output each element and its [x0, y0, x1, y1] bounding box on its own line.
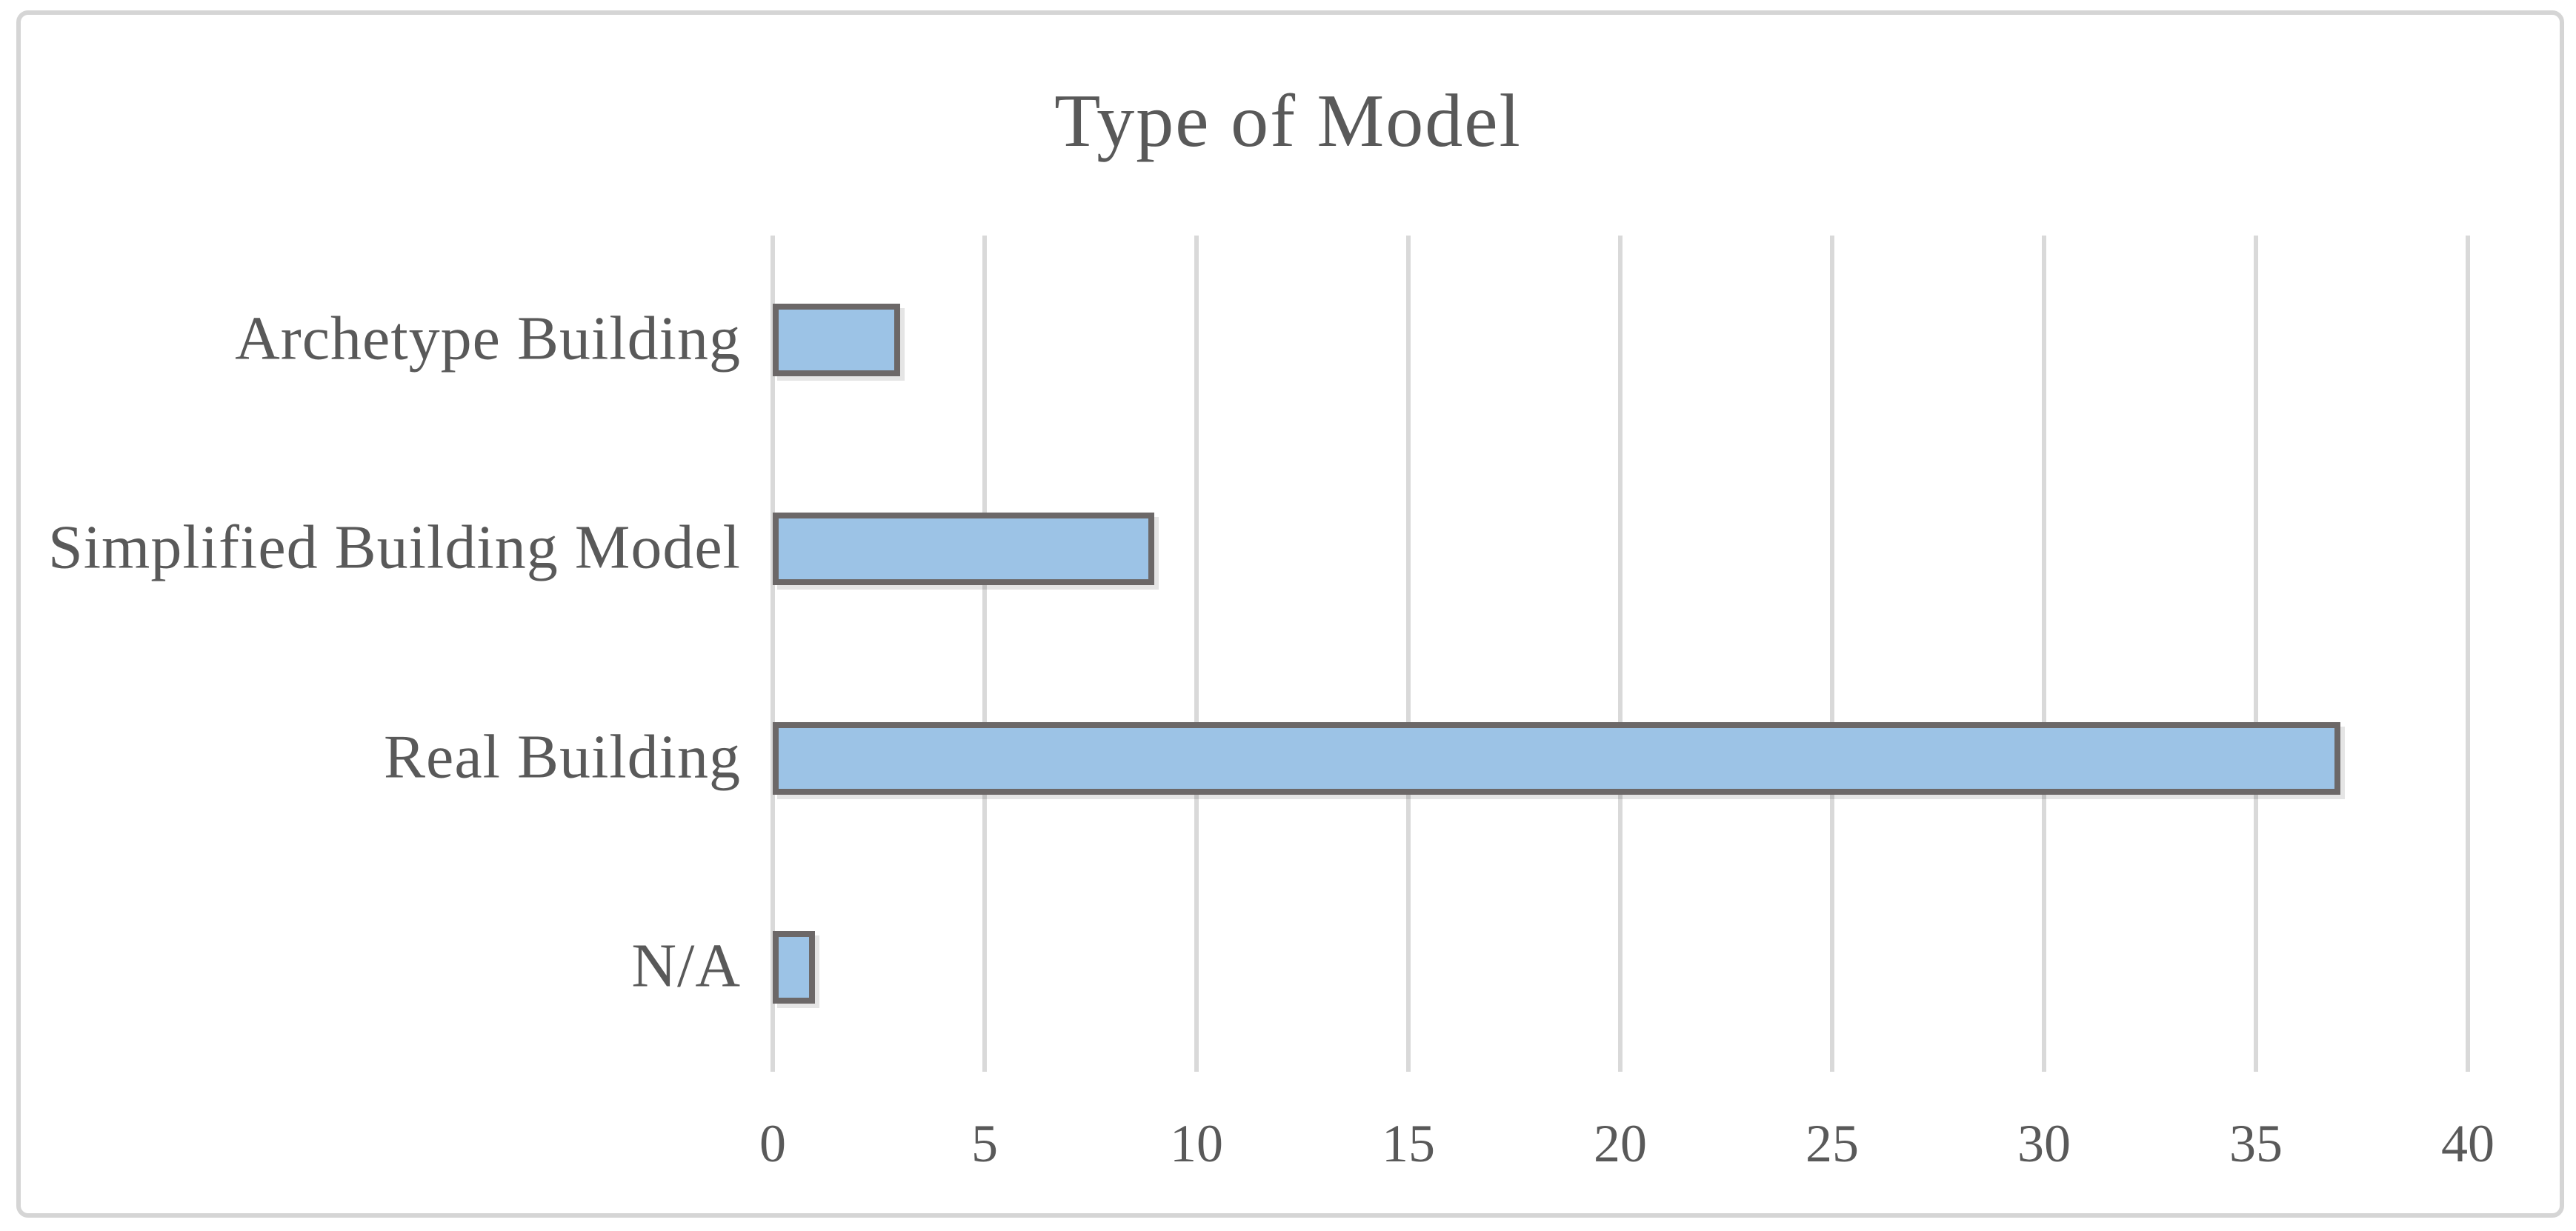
category-label-archetype-building: Archetype Building — [235, 304, 741, 373]
x-tick-label-5: 5 — [971, 1114, 998, 1173]
gridline-5 — [982, 236, 987, 1072]
x-tick-label-30: 30 — [2017, 1114, 2071, 1173]
gridline-20 — [1618, 236, 1623, 1072]
gridline-25 — [1830, 236, 1834, 1072]
x-tick-label-20: 20 — [1594, 1114, 1647, 1173]
gridline-40 — [2466, 236, 2470, 1072]
x-tick-label-0: 0 — [759, 1114, 786, 1173]
plot-area — [771, 236, 2470, 1072]
gridline-10 — [1194, 236, 1199, 1072]
category-label-simplified-building-model: Simplified Building Model — [47, 513, 741, 582]
bar-archetype-building — [773, 304, 900, 376]
category-axis-labels: Archetype Building Simplified Building Mo… — [0, 236, 741, 1072]
gridline-0 — [771, 236, 775, 1072]
x-tick-label-25: 25 — [1805, 1114, 1859, 1173]
x-tick-label-40: 40 — [2441, 1114, 2495, 1173]
x-tick-label-35: 35 — [2229, 1114, 2283, 1173]
x-tick-label-15: 15 — [1382, 1114, 1435, 1173]
bar-n-a — [773, 930, 816, 1004]
gridline-35 — [2254, 236, 2258, 1072]
category-label-n-a: N/A — [631, 931, 741, 1001]
gridline-30 — [2042, 236, 2046, 1072]
gridline-15 — [1406, 236, 1411, 1072]
x-tick-label-10: 10 — [1170, 1114, 1223, 1173]
bar-simplified-building-model — [773, 513, 1154, 586]
chart-border-frame — [16, 10, 2564, 1218]
value-axis-tick-labels: 0 5 10 15 20 25 30 35 40 — [759, 1072, 2495, 1205]
bar-real-building — [773, 721, 2341, 795]
chart-title: Type of Model — [1054, 79, 1522, 163]
category-label-real-building: Real Building — [384, 722, 741, 792]
